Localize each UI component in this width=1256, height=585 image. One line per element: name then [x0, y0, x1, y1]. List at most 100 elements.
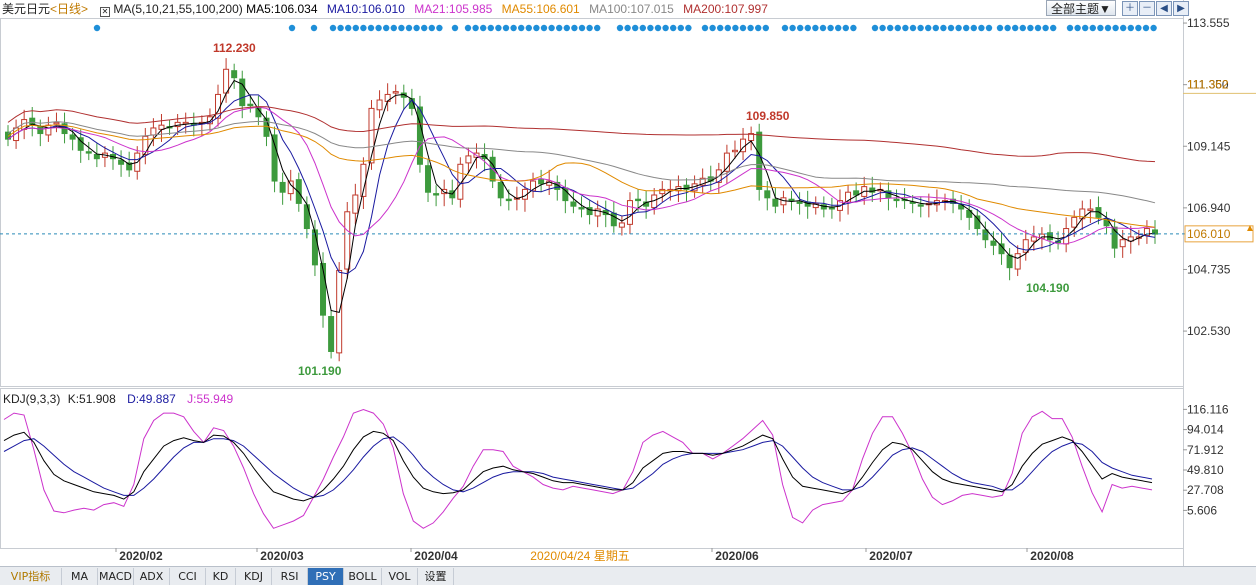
- signal-dot: [812, 24, 819, 32]
- ma-price-tag-label: 111.362: [1187, 77, 1229, 91]
- pan-left-icon[interactable]: ◀: [1156, 1, 1172, 16]
- date-tick-label: 2020/07: [869, 549, 913, 563]
- ma10-value: MA10:106.010: [326, 2, 405, 16]
- signal-dot: [495, 24, 502, 32]
- ma10-line: [7, 94, 1156, 275]
- kdj-tick-label: 5.606: [1187, 503, 1217, 517]
- zoom-out-icon[interactable]: －: [1139, 1, 1155, 16]
- price-tick-label: 111.350: [1187, 78, 1229, 92]
- candle-body: [1014, 253, 1021, 270]
- signal-dot: [540, 24, 548, 32]
- price-tick-label: 104.735: [1187, 262, 1231, 276]
- candle-body: [271, 134, 278, 182]
- ma-settings-icon[interactable]: ✕: [100, 7, 110, 17]
- tab-ma[interactable]: MA: [62, 568, 98, 585]
- signal-dot: [464, 24, 472, 32]
- signal-dot: [963, 24, 970, 32]
- candle-body: [1071, 216, 1078, 228]
- tab-vip指标[interactable]: VIP指标: [0, 568, 62, 585]
- signal-dot: [533, 24, 540, 32]
- signal-dot: [842, 24, 849, 32]
- candle-body: [982, 229, 989, 241]
- signal-dot: [940, 24, 947, 32]
- kdj-tick-label: 94.014: [1187, 423, 1224, 437]
- signal-dot: [947, 24, 955, 32]
- candle-body: [853, 190, 860, 196]
- zoom-in-icon[interactable]: ＋: [1122, 1, 1138, 16]
- tab-kd[interactable]: KD: [206, 568, 236, 585]
- ma-legend: ✕ MA(5,10,21,55,100,200) MA5:106.034 MA1…: [100, 1, 768, 17]
- tab-vol[interactable]: VOL: [382, 568, 418, 585]
- chart-canvas[interactable]: 102.530 104.735 106.940 109.145 111.350 113.5…: [0, 0, 1256, 566]
- signal-dot: [894, 24, 901, 32]
- signal-dot: [405, 24, 413, 32]
- signal-dot: [510, 24, 517, 32]
- price-marker-icon: ▲: [1245, 223, 1255, 234]
- signal-dot: [925, 24, 932, 32]
- signal-dot: [755, 24, 762, 32]
- candle-body: [1119, 239, 1126, 248]
- tab-cci[interactable]: CCI: [170, 568, 206, 585]
- candle-body: [85, 151, 92, 154]
- candle-body: [457, 163, 464, 200]
- candle-body: [1111, 226, 1118, 249]
- tab-psy[interactable]: PSY: [308, 568, 344, 585]
- candle-body: [465, 155, 472, 164]
- candle-body: [538, 179, 545, 185]
- kdj-k-value: K:51.908: [67, 392, 116, 406]
- signal-dot: [616, 24, 624, 32]
- signal-dot: [310, 24, 318, 32]
- signal-dot: [1019, 24, 1026, 32]
- candle-body: [683, 184, 690, 190]
- price-annotation: 101.190: [298, 364, 342, 378]
- ma55-line: [7, 124, 1156, 228]
- signal-dot: [932, 24, 939, 32]
- signal-dot: [902, 24, 909, 32]
- candle-body: [118, 159, 125, 165]
- theme-button[interactable]: 全部主题▼: [1046, 0, 1116, 16]
- tab-rsi[interactable]: RSI: [272, 568, 308, 585]
- signal-dot: [701, 24, 709, 32]
- candle-body: [320, 262, 327, 316]
- signal-dot: [563, 24, 570, 32]
- price-annotation: 112.230: [213, 41, 256, 55]
- signal-dot: [586, 24, 593, 32]
- tab-boll[interactable]: BOLL: [344, 568, 382, 585]
- signal-dot: [1135, 24, 1142, 32]
- candle-body: [93, 154, 100, 160]
- candle-body: [796, 201, 803, 204]
- signal-dot: [850, 24, 857, 32]
- candle-body: [618, 222, 625, 228]
- tab-设置[interactable]: 设置: [418, 568, 454, 585]
- candle-body: [893, 198, 900, 202]
- signal-dot: [548, 24, 555, 32]
- signal-dot: [804, 24, 811, 32]
- candle-body: [433, 193, 440, 196]
- current-price-tag: [1184, 225, 1254, 243]
- kdj-d-line: [3, 436, 1153, 498]
- candle-body: [239, 78, 246, 107]
- candle-body: [828, 207, 835, 210]
- pan-right-icon[interactable]: ▶: [1173, 1, 1189, 16]
- signal-dot: [670, 24, 677, 32]
- signal-dot: [571, 24, 578, 32]
- tab-macd[interactable]: MACD: [98, 568, 134, 585]
- candle-body: [1006, 254, 1013, 269]
- tab-kdj[interactable]: KDJ: [236, 568, 272, 585]
- signal-dot: [436, 24, 443, 32]
- signal-dot: [1120, 24, 1127, 32]
- ma21-line: [7, 106, 1156, 245]
- candle-body: [279, 181, 286, 193]
- period-label[interactable]: <日线>: [50, 2, 89, 16]
- signal-dot: [647, 24, 654, 32]
- tab-adx[interactable]: ADX: [134, 568, 170, 585]
- signal-dot: [518, 24, 525, 32]
- candle-body: [505, 198, 512, 202]
- date-tick-label: 2020/04: [414, 549, 458, 563]
- kdj-legend: KDJ(9,3,3) K:51.908 D:49.887 J:55.949: [3, 391, 233, 407]
- signal-dot: [360, 24, 367, 32]
- symbol-name: 美元日元: [2, 2, 51, 16]
- kdj-panel-frame: [0, 388, 1184, 549]
- signal-dot: [1027, 24, 1034, 32]
- symbol-header: 美元日元<日线>: [2, 1, 88, 17]
